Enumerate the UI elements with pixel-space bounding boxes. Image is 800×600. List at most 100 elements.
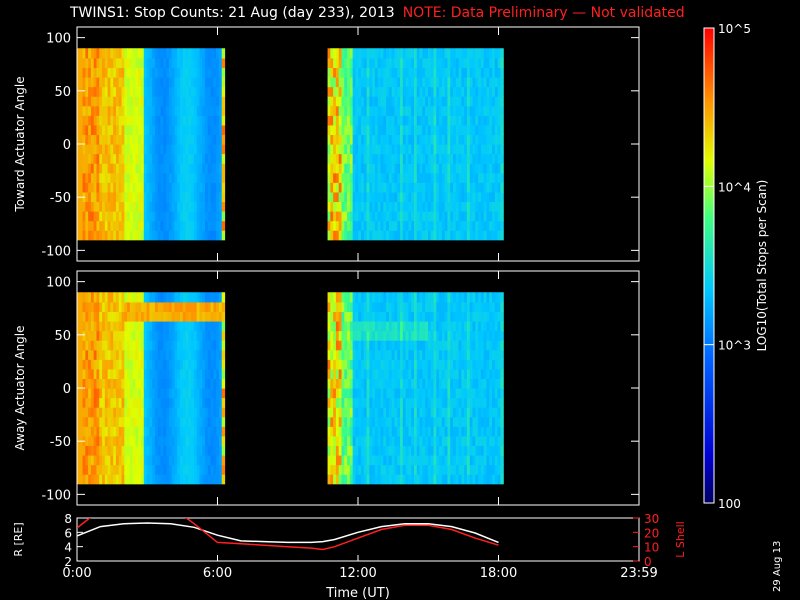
away-cell xyxy=(327,292,331,303)
toward-cell xyxy=(377,144,382,155)
away-cell xyxy=(464,388,468,399)
toward-cell xyxy=(475,163,479,174)
toward-cell xyxy=(408,86,412,97)
toward-cell xyxy=(135,134,139,145)
away-cell xyxy=(500,445,504,456)
toward-cell xyxy=(149,48,153,59)
away-cell xyxy=(419,311,423,322)
away-cell xyxy=(132,320,137,332)
toward-cell xyxy=(464,220,468,231)
toward-cell xyxy=(444,172,449,183)
toward-cell xyxy=(500,172,504,183)
away-cell xyxy=(88,397,92,408)
away-cell xyxy=(500,359,504,370)
away-cell xyxy=(177,340,181,351)
away-cell xyxy=(355,320,359,332)
away-cell xyxy=(377,474,382,485)
away-cell xyxy=(121,416,125,427)
toward-cell xyxy=(416,57,421,69)
away-cell xyxy=(333,435,337,447)
toward-cell xyxy=(115,115,120,126)
away-cell xyxy=(355,388,359,399)
toward-cell xyxy=(347,124,351,136)
away-cell xyxy=(168,349,173,360)
toward-cell xyxy=(366,182,370,193)
toward-cell xyxy=(188,48,192,59)
away-cell xyxy=(361,320,365,332)
away-cell xyxy=(333,292,337,303)
toward-cell xyxy=(497,134,501,145)
away-cell xyxy=(199,397,203,408)
away-cell xyxy=(374,349,379,360)
toward-cell xyxy=(497,163,501,174)
toward-cell xyxy=(146,172,150,183)
away-cell xyxy=(152,407,156,418)
title-note: NOTE: Data Preliminary — Not validated xyxy=(402,5,685,21)
away-cell xyxy=(82,349,86,360)
toward-cell xyxy=(166,86,170,97)
toward-cell xyxy=(135,86,139,97)
toward-cell xyxy=(450,172,454,183)
toward-cell xyxy=(118,134,123,145)
toward-cell xyxy=(168,201,173,212)
away-cell xyxy=(107,301,111,313)
toward-cell xyxy=(127,182,131,193)
toward-cell xyxy=(93,96,98,107)
toward-cell xyxy=(369,201,373,212)
away-cell xyxy=(132,397,137,408)
away-cell xyxy=(427,292,432,303)
away-cell xyxy=(149,445,153,456)
toward-cell xyxy=(352,76,357,88)
away-cell xyxy=(218,359,223,370)
toward-cell xyxy=(344,230,348,241)
away-cell xyxy=(383,368,387,380)
away-cell xyxy=(500,426,504,437)
away-cell xyxy=(413,455,418,466)
toward-cell xyxy=(221,191,226,203)
away-cell xyxy=(405,407,409,418)
toward-cell xyxy=(168,153,173,164)
away-cell xyxy=(372,445,376,456)
toward-cell xyxy=(489,134,493,145)
away-cell xyxy=(475,359,479,370)
away-cell xyxy=(210,435,214,447)
toward-cell xyxy=(216,76,220,88)
away-cell xyxy=(135,397,139,408)
toward-cell xyxy=(168,144,173,155)
away-cell xyxy=(358,292,362,303)
away-cell xyxy=(118,368,123,380)
toward-cell xyxy=(369,57,373,69)
toward-cell xyxy=(213,67,217,78)
away-cell xyxy=(461,301,465,313)
away-cell xyxy=(447,407,451,418)
away-cell xyxy=(115,464,120,475)
toward-cell xyxy=(163,57,167,69)
away-cell xyxy=(93,407,98,418)
away-cell xyxy=(216,407,220,418)
toward-cell xyxy=(458,230,462,241)
away-cell xyxy=(433,349,437,360)
away-cell xyxy=(118,455,123,466)
toward-cell xyxy=(461,144,465,155)
toward-cell xyxy=(450,201,454,212)
toward-cell xyxy=(110,115,114,126)
away-cell xyxy=(127,426,131,437)
away-cell xyxy=(177,445,181,456)
toward-cell xyxy=(408,153,412,164)
toward-cell xyxy=(361,201,365,212)
away-cell xyxy=(347,445,351,456)
away-cell xyxy=(127,359,131,370)
toward-cell xyxy=(149,191,153,203)
away-cell xyxy=(483,455,488,466)
away-cell xyxy=(363,368,368,380)
toward-cell xyxy=(171,48,176,59)
toward-cell xyxy=(472,67,476,78)
toward-cell xyxy=(110,76,114,88)
toward-cell xyxy=(338,163,343,174)
away-cell xyxy=(494,378,499,389)
away-cell xyxy=(160,349,164,360)
toward-cell xyxy=(163,134,167,145)
toward-cell xyxy=(193,134,198,145)
away-cell xyxy=(453,388,457,399)
away-cell xyxy=(216,330,220,341)
